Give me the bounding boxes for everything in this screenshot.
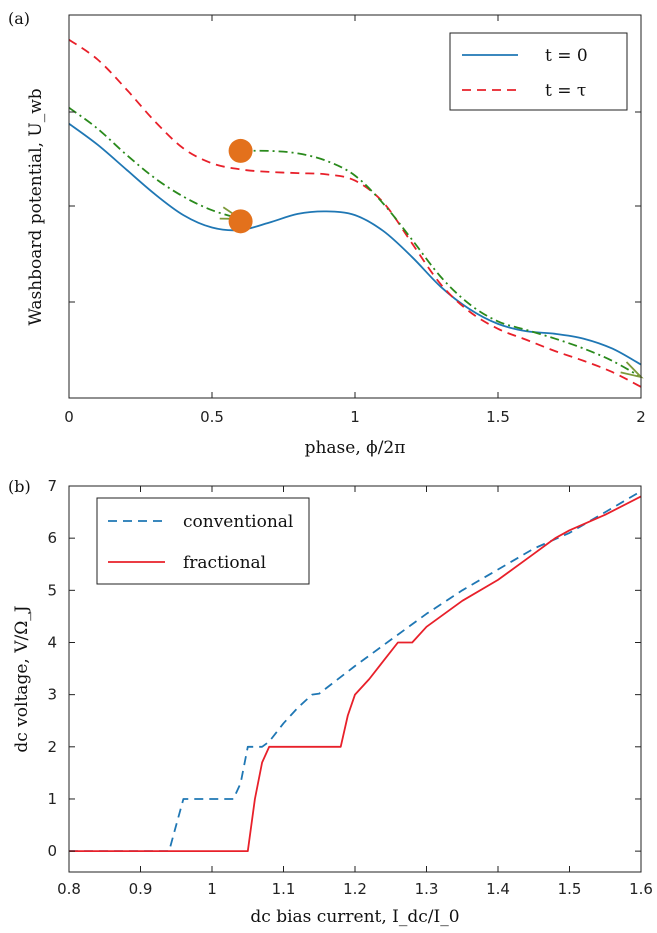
y-tick-label: 7: [47, 477, 57, 495]
panel-a-legend: t = 0 t = τ: [449, 32, 628, 111]
x-tick-label: 1.5: [486, 408, 510, 426]
y-tick-label: 3: [47, 686, 57, 704]
x-tick-label: 2: [636, 408, 646, 426]
x-tick-label: 0.8: [57, 880, 81, 898]
x-tick-label: 0.9: [129, 880, 153, 898]
x-tick-label: 0: [64, 408, 74, 426]
series-t0-line: [68, 122, 642, 366]
panel-b-y-axis: 0 1 2 3 4 5 6 7: [47, 477, 641, 860]
x-tick-label: 1.2: [343, 880, 367, 898]
y-tick-label: 0: [47, 842, 57, 860]
y-tick-label: 4: [47, 633, 57, 651]
panel-a-label: (a): [8, 9, 30, 28]
panel-b-y-label: dc voltage, V/Ω_J: [12, 605, 32, 752]
x-tick-label: 1.1: [272, 880, 296, 898]
phase-particle-marker-upper: [228, 138, 253, 163]
panel-a-y-label: Washboard potential, U_wb: [26, 88, 46, 325]
y-tick-label: 6: [47, 529, 57, 547]
legend-label-t0: t = 0: [545, 46, 588, 66]
series-conventional-line: [69, 490, 642, 852]
y-tick-label: 2: [47, 738, 57, 756]
panel-b-legend: conventional fractional: [96, 497, 310, 585]
series-ttau-line: [68, 38, 642, 388]
green-path-upper-line: [240, 149, 644, 379]
panel-a-legend-box: [449, 32, 628, 111]
panel-b-series: [69, 490, 642, 852]
x-tick-label: 1.4: [486, 880, 510, 898]
panel-a-series: [68, 38, 644, 388]
panel-a-y-axis-ticks: [69, 111, 641, 303]
panel-b-legend-box: [96, 497, 310, 585]
x-tick-label: 0.5: [200, 408, 224, 426]
panel-b: (b) 0.8 0.9 1 1.1 1.2 1.3 1.4 1.5 1.6 0 1 2 3 4 5 6 7 d…: [8, 477, 653, 927]
x-tick-label: 1.5: [558, 880, 582, 898]
green-path-lower-line: [68, 106, 244, 220]
panel-b-label: (b): [8, 477, 31, 496]
x-tick-label: 1: [207, 880, 217, 898]
x-tick-label: 1.3: [415, 880, 439, 898]
legend-label-fractional: fractional: [183, 553, 266, 573]
legend-label-ttau: t = τ: [545, 81, 586, 101]
panel-a: (a) 0 0.5 1 1.5 2 phase, ϕ/2π Washboard pote…: [8, 9, 646, 458]
panel-b-x-label: dc bias current, I_dc/I_0: [250, 907, 459, 927]
y-tick-label: 5: [47, 581, 57, 599]
x-tick-label: 1.6: [629, 880, 653, 898]
legend-label-conventional: conventional: [183, 512, 293, 532]
x-tick-label: 1: [350, 408, 360, 426]
y-tick-label: 1: [47, 790, 57, 808]
phase-particle-marker-lower: [228, 209, 253, 234]
panel-a-markers: [228, 138, 253, 234]
panel-a-x-label: phase, ϕ/2π: [305, 438, 406, 458]
panel-a-x-axis: 0 0.5 1 1.5 2: [64, 15, 646, 426]
series-fractional-line: [69, 495, 642, 852]
panel-b-x-axis: 0.8 0.9 1 1.1 1.2 1.3 1.4 1.5 1.6: [57, 486, 653, 898]
